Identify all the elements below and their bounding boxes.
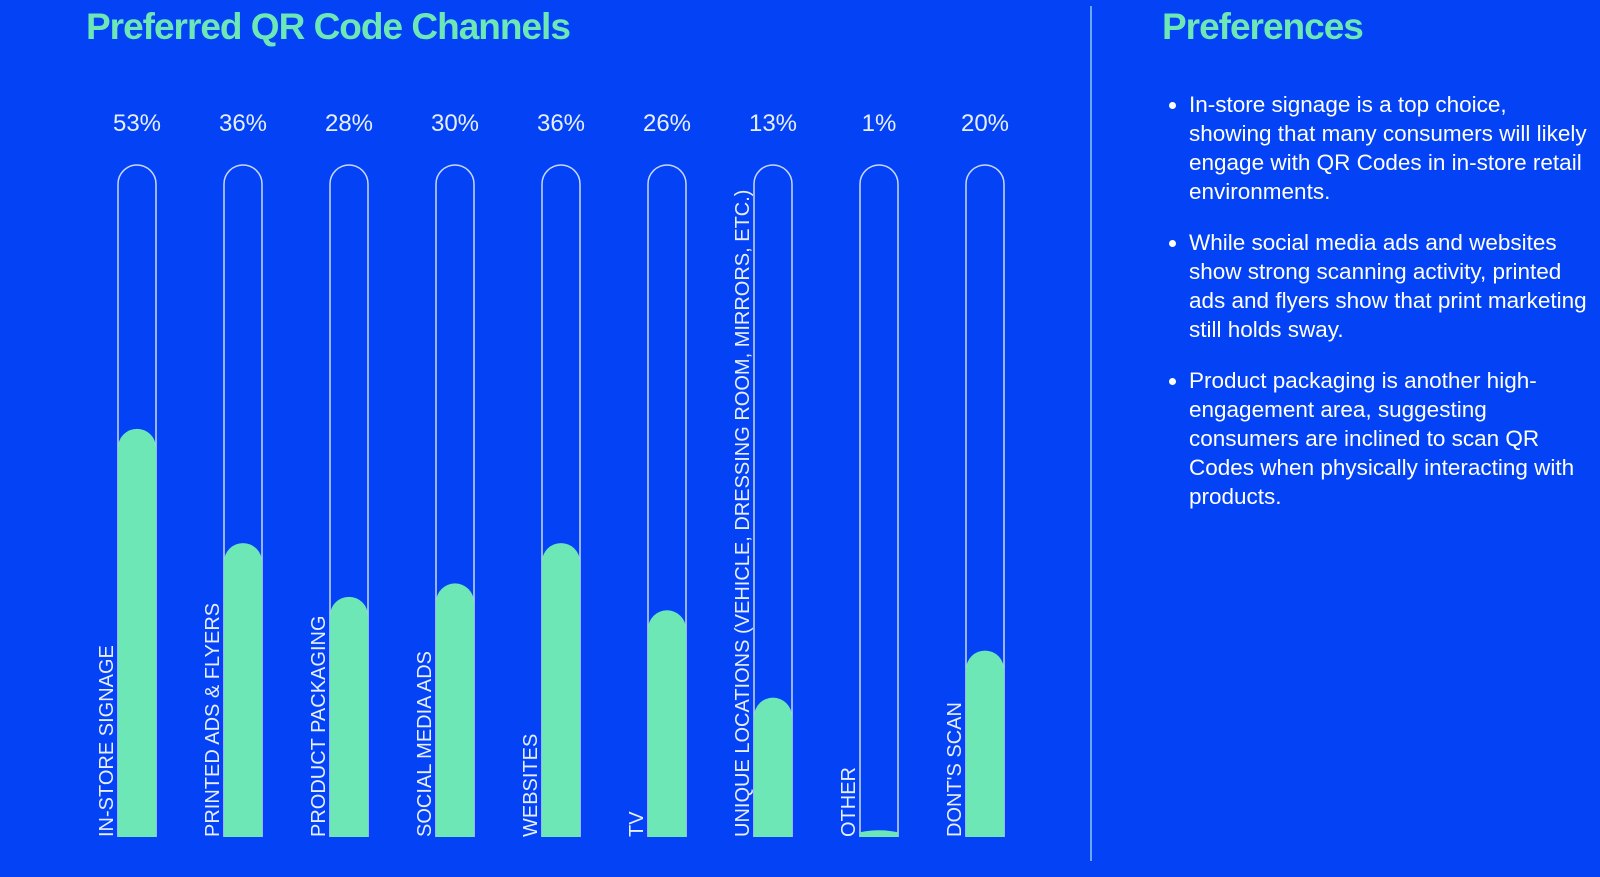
preferences-list: In-store signage is a top choice, showin… xyxy=(1168,90,1589,533)
bar-value-label: 36% xyxy=(219,110,267,137)
bar-track xyxy=(965,164,1005,837)
bar xyxy=(436,583,474,837)
category-label: WEBSITES xyxy=(520,734,542,837)
bar-track xyxy=(117,164,157,837)
bar xyxy=(860,830,898,837)
bar-value-label: 1% xyxy=(862,110,897,137)
bar xyxy=(118,428,156,837)
category-label: TV xyxy=(626,811,648,837)
bar-value-label: 28% xyxy=(325,110,373,137)
preferences-title: Preferences xyxy=(1162,6,1364,47)
category-label: IN-STORE SIGNAGE xyxy=(96,645,118,837)
preference-item-1: In-store signage is a top choice, showin… xyxy=(1189,90,1589,206)
category-label: UNIQUE LOCATIONS (VEHICLE, DRESSING ROOM… xyxy=(732,190,754,837)
bar-value-label: 30% xyxy=(431,110,479,137)
bar-value-label: 13% xyxy=(749,110,797,137)
bar xyxy=(224,543,262,837)
category-label: OTHER xyxy=(838,767,860,837)
bar xyxy=(330,596,368,837)
bar-value-label: 53% xyxy=(113,110,161,137)
category-label: PRODUCT PACKAGING xyxy=(308,615,330,837)
category-label: DONT'S SCAN xyxy=(944,702,966,837)
chart-title: Preferred QR Code Channels xyxy=(86,6,571,47)
preference-item-2: While social media ads and websites show… xyxy=(1189,228,1589,344)
bar-value-label: 20% xyxy=(961,110,1009,137)
category-label: SOCIAL MEDIA ADS xyxy=(414,651,436,837)
bar-value-label: 26% xyxy=(643,110,691,137)
bar-track xyxy=(647,164,687,837)
bar-track xyxy=(753,164,793,837)
bar-track xyxy=(859,164,899,837)
bar-chart: 53% IN-STORE SIGNAGE 36% PRINTED ADS & FLYE… xyxy=(96,110,1009,837)
bar xyxy=(542,543,580,837)
bar-track xyxy=(329,164,369,837)
bar xyxy=(966,650,1004,837)
bar-track xyxy=(541,164,581,837)
bar-value-label: 36% xyxy=(537,110,585,137)
preference-item-3: Product packaging is another high-engage… xyxy=(1189,366,1589,511)
bar xyxy=(648,610,686,837)
category-label: PRINTED ADS & FLYERS xyxy=(202,603,224,837)
panel-divider xyxy=(1090,6,1092,861)
bar-track xyxy=(223,164,263,837)
bar xyxy=(754,697,792,837)
bar-track xyxy=(435,164,475,837)
